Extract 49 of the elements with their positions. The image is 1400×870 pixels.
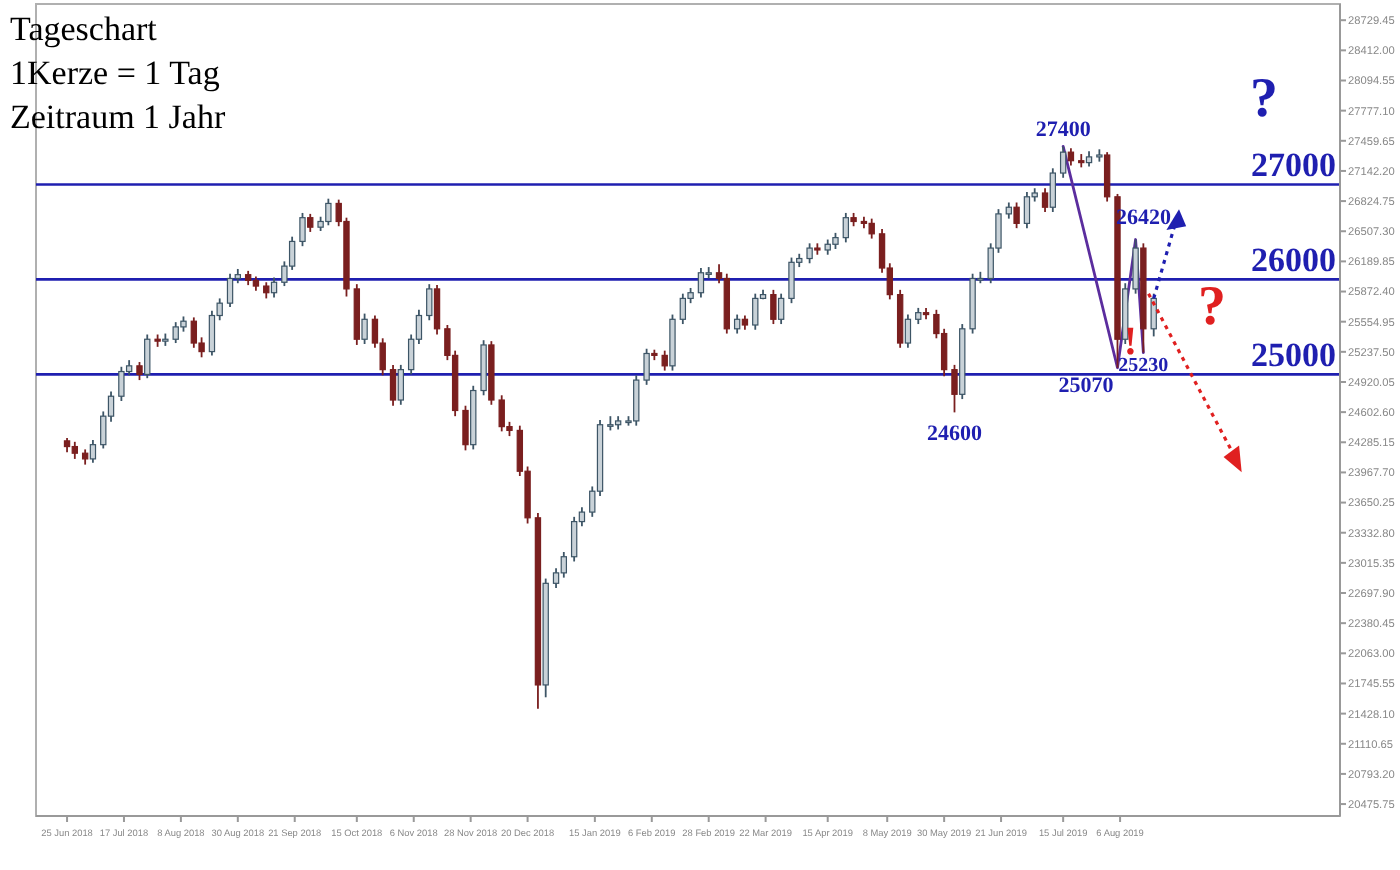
candlestick [118,365,125,402]
candlestick [951,363,958,414]
ref-line-label: 25000 [1251,336,1336,375]
candlestick [144,333,151,380]
candlestick [1103,151,1111,203]
candlestick [788,256,795,305]
annotation: 25070 [1058,373,1115,398]
candlestick [1023,191,1031,230]
candlestick [752,292,759,331]
chart-title: Tageschart [10,10,158,48]
candlestick [842,212,850,244]
candlestick [307,212,314,233]
candlestick [136,361,143,381]
candlestick [1041,187,1049,213]
candlestick [679,292,687,325]
ref-line-label: 26000 [1251,241,1336,280]
candlestick [1013,201,1020,230]
candlestick [154,333,161,348]
candlestick [462,404,469,452]
candlestick [733,313,741,335]
candlestick [426,283,433,322]
candlestick [560,551,568,579]
candlestick [697,267,705,299]
annotation: Zeitraum 1 Jahr [10,98,226,136]
candlestick [904,313,912,349]
candlestick [777,292,785,325]
annotation: ? [1250,68,1278,130]
candlestick [208,309,216,357]
annotation: ? [1198,276,1226,338]
candlestick [433,284,441,336]
candlestick [89,439,97,464]
candlestick [361,312,368,345]
candlestick [397,363,405,406]
candlestick [1049,167,1057,213]
ref-line-label: 27000 [1251,146,1336,185]
candlestick [190,316,198,349]
annotation: 27400 [1035,118,1092,143]
candlestick [389,363,397,407]
candlestick [570,515,578,563]
candlestick [669,313,676,372]
candlestick [226,272,234,308]
candlestick [325,197,332,227]
annotation: 24600 [926,422,983,447]
candlestick [270,276,278,299]
candlestick [1059,145,1067,179]
text: 1Kerze = 1 Tag [10,54,221,92]
candlestick [868,217,875,240]
candlestick [299,212,306,248]
candlestick [770,288,777,325]
